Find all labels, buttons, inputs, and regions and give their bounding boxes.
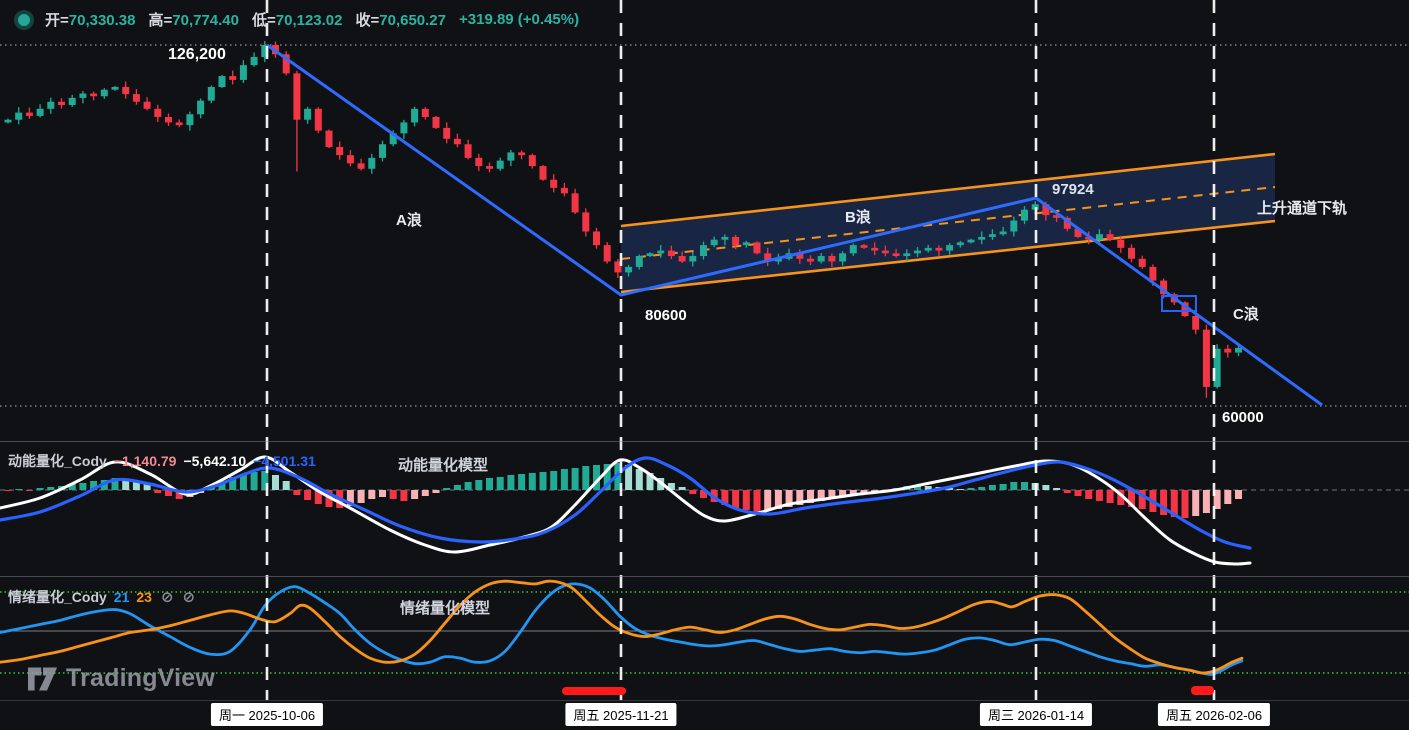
tradingview-logo[interactable]: TradingView <box>28 664 215 693</box>
sentiment-title[interactable]: 情绪量化_Cody <box>8 589 107 605</box>
ohlc-close: 收=70,650.27 <box>355 12 447 29</box>
pane-separator-momentum-sentiment[interactable] <box>0 576 1409 577</box>
wave-b-label[interactable]: B浪 <box>845 209 871 226</box>
ohlc-open: 开=70,330.38 <box>45 12 136 29</box>
channel-lower-rail-label[interactable]: 上升通道下轨 <box>1257 200 1348 217</box>
momentum-legend[interactable]: 动能量化_Cody −1,140.79 −5,642.10 −4,501.31 <box>8 451 316 471</box>
red-event-mark[interactable] <box>1191 686 1214 695</box>
eye-off-icon[interactable]: ⊘ <box>160 589 174 606</box>
pane-separator-price-momentum[interactable] <box>0 441 1409 442</box>
date-label: 周五 2026-02-06 <box>1157 703 1271 726</box>
momentum-blue-value: −4,501.31 <box>253 453 316 469</box>
sentiment-legend[interactable]: 情绪量化_Cody 21 23 ⊘ ⊘ <box>8 587 195 607</box>
c-target-price-label[interactable]: 60000 <box>1222 409 1264 426</box>
wave-c-label[interactable]: C浪 <box>1233 306 1259 323</box>
momentum-white-value: −5,642.10 <box>183 453 247 469</box>
momentum-title[interactable]: 动能量化_Cody <box>8 453 107 469</box>
time-axis-separator <box>0 700 1409 701</box>
tradingview-logo-text: TradingView <box>66 664 216 692</box>
series-status-dot-icon[interactable] <box>14 9 34 30</box>
ohlc-legend[interactable]: 开=70,330.38 高=70,774.40 低=70,123.02 收=70… <box>14 9 585 30</box>
b-start-price-label[interactable]: 80600 <box>645 307 687 324</box>
ohlc-high: 高=70,774.40 <box>148 12 240 29</box>
b-peak-price-label[interactable]: 97924 <box>1052 181 1094 198</box>
wave-a-label[interactable]: A浪 <box>396 212 422 229</box>
date-label: 周三 2026-01-14 <box>979 703 1093 726</box>
date-label: 周五 2025-11-21 <box>565 703 677 726</box>
momentum-model-label: 动能量化模型 <box>398 457 489 474</box>
date-label: 周一 2025-10-06 <box>210 703 324 726</box>
sentiment-model-label: 情绪量化模型 <box>400 600 491 617</box>
ohlc-change: +319.89 (+0.45%) <box>459 11 580 28</box>
sentiment-orange-value: 23 <box>136 589 152 605</box>
momentum-hist-value: −1,140.79 <box>113 453 177 469</box>
ohlc-low: 低=70,123.02 <box>252 12 343 29</box>
sentiment-blue-value: 21 <box>113 589 130 605</box>
tradingview-logo-icon <box>28 667 58 690</box>
eye-off-icon[interactable]: ⊘ <box>182 589 196 606</box>
peak-price-label[interactable]: 126,200 <box>168 46 226 63</box>
red-event-mark[interactable] <box>562 687 626 695</box>
